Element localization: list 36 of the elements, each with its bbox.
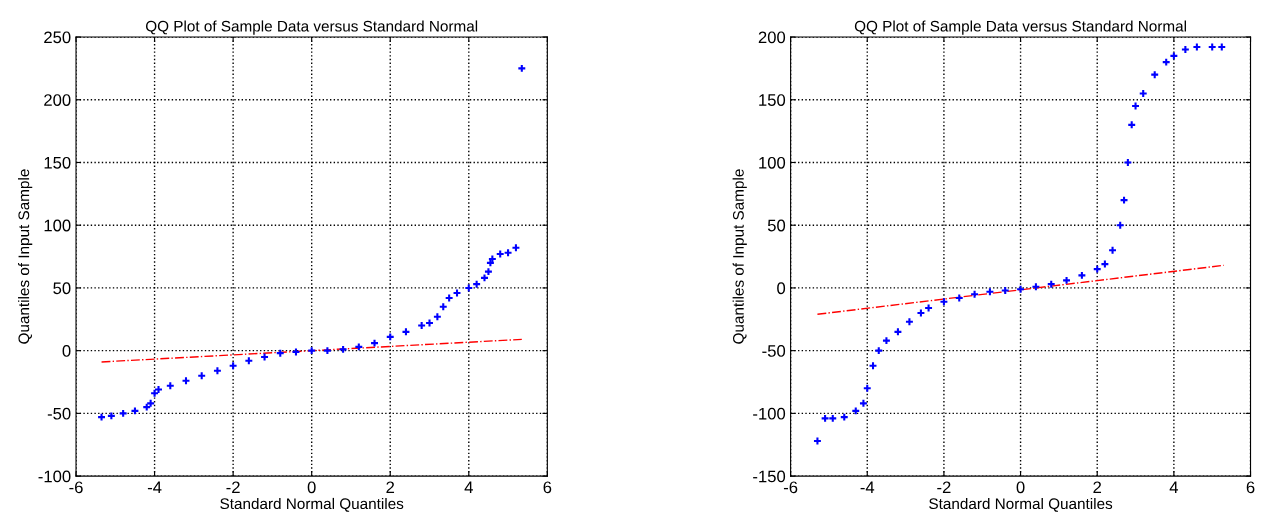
x-axis-title: Standard Normal Quantiles — [220, 497, 404, 512]
x-tick-label: -4 — [860, 481, 875, 494]
x-tick-label: 4 — [1169, 481, 1179, 494]
y-tick-label: 200 — [758, 31, 786, 44]
x-tick-label: -2 — [937, 481, 951, 494]
x-tick-label: -4 — [147, 481, 162, 494]
x-tick-label: 0 — [307, 481, 316, 494]
y-tick-label: -150 — [753, 470, 786, 483]
y-tick-label: -100 — [38, 470, 71, 483]
y-tick-label: -50 — [762, 345, 786, 357]
x-tick-label: 0 — [1016, 481, 1025, 494]
y-tick-label: 200 — [44, 94, 71, 106]
x-tick-label: -6 — [783, 481, 798, 494]
y-tick-label: 250 — [44, 31, 71, 44]
x-tick-label: -6 — [69, 481, 83, 494]
x-tick-label: 4 — [464, 481, 473, 494]
y-tick-label: 50 — [53, 282, 71, 295]
y-tick-label: 0 — [777, 282, 786, 295]
x-tick-label: 6 — [1246, 481, 1255, 494]
x-tick-label: -2 — [226, 481, 240, 494]
y-tick-label: -100 — [753, 407, 786, 420]
y-axis-title: Quantiles of Input Sample — [732, 169, 747, 344]
y-axis-title: Quantiles of Input Sample — [18, 169, 33, 344]
y-tick-label: 150 — [44, 156, 71, 169]
y-tick-label: 50 — [767, 219, 786, 232]
y-tick-label: 100 — [759, 156, 786, 169]
chart-title: QQ Plot of Sample Data versus Standard Normal — [145, 20, 478, 35]
y-tick-label: 0 — [62, 345, 71, 357]
x-axis-title: Standard Normal Quantiles — [929, 497, 1113, 512]
y-tick-label: 150 — [759, 94, 786, 106]
y-tick-label: -50 — [47, 407, 71, 420]
y-tick-label: 100 — [44, 219, 71, 232]
x-tick-label: 6 — [543, 481, 552, 494]
chart-title: QQ Plot of Sample Data versus Standard Normal — [854, 20, 1186, 35]
x-tick-label: 2 — [386, 481, 395, 494]
x-tick-label: 2 — [1093, 481, 1102, 494]
